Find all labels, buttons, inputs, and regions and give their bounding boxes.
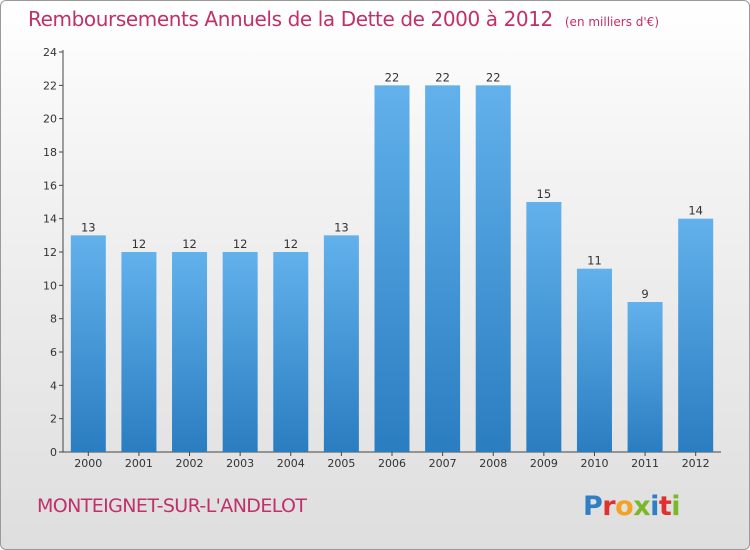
value-label-2002: 12 <box>182 237 197 251</box>
unit-label: (en milliers d'€) <box>564 15 659 29</box>
bar-2002 <box>172 252 208 452</box>
y-tick-label: 18 <box>43 146 57 159</box>
y-tick-label: 2 <box>50 413 57 426</box>
bar-2009 <box>526 202 562 452</box>
x-tick-label-2010: 2010 <box>580 457 608 470</box>
x-tick-label-2006: 2006 <box>378 457 406 470</box>
bar-2007 <box>425 85 461 452</box>
title-text: Remboursements Annuels de la Dette de 20… <box>28 7 553 31</box>
value-label-2000: 13 <box>81 220 96 234</box>
y-tick-label: 24 <box>43 46 57 59</box>
x-tick-label-2009: 2009 <box>530 457 558 470</box>
bar-2012 <box>678 218 714 452</box>
bar-2006 <box>374 85 410 452</box>
x-tick-label-2008: 2008 <box>479 457 507 470</box>
place-name: MONTEIGNET-SUR-L'ANDELOT <box>37 495 307 517</box>
chart-title: Remboursements Annuels de la Dette de 20… <box>28 7 659 31</box>
x-tick-label-2011: 2011 <box>631 457 659 470</box>
y-tick-label: 14 <box>43 213 57 226</box>
x-tick-label-2002: 2002 <box>176 457 204 470</box>
x-tick-label-2007: 2007 <box>429 457 457 470</box>
logo-letter: P <box>583 491 603 522</box>
x-tick-label-2003: 2003 <box>226 457 254 470</box>
bars <box>70 85 714 452</box>
logo-letter: x <box>633 491 651 522</box>
bar-2005 <box>323 235 359 452</box>
bar-2001 <box>121 252 157 452</box>
bar-2000 <box>70 235 106 452</box>
y-tick-label: 6 <box>50 346 57 359</box>
y-tick-label: 10 <box>43 279 57 292</box>
logo-letter: i <box>671 491 681 522</box>
bar-2003 <box>222 252 258 452</box>
value-label-2008: 22 <box>486 70 501 84</box>
logo-letter: i <box>650 491 659 522</box>
x-tick-label-2004: 2004 <box>277 457 305 470</box>
y-tick-label: 22 <box>43 79 57 92</box>
value-label-2012: 14 <box>688 204 703 218</box>
x-tick-label-2012: 2012 <box>682 457 710 470</box>
x-tick-label-2005: 2005 <box>327 457 355 470</box>
value-label-2004: 12 <box>283 237 298 251</box>
value-label-2005: 13 <box>334 220 349 234</box>
value-label-2007: 22 <box>435 70 450 84</box>
logo-letter: o <box>615 491 634 522</box>
y-tick-label: 4 <box>50 379 57 392</box>
y-tick-label: 16 <box>43 179 57 192</box>
bar-2010 <box>576 268 612 452</box>
logo-letter: t <box>658 491 672 522</box>
y-tick-label: 8 <box>50 313 57 326</box>
value-label-2010: 11 <box>587 254 602 268</box>
bar-2004 <box>273 252 309 452</box>
bar-2008 <box>475 85 511 452</box>
value-label-2001: 12 <box>132 237 147 251</box>
y-tick-label: 20 <box>43 113 57 126</box>
y-tick-label: 0 <box>50 446 57 459</box>
logo-letter: r <box>602 491 616 522</box>
labels: 13 2000 12 2001 12 2002 12 2003 12 2004 13 2005 22 20… <box>74 70 709 470</box>
value-label-2009: 15 <box>537 187 552 201</box>
proxiti-logo[interactable]: Proxiti <box>583 491 681 522</box>
value-label-2011: 9 <box>641 287 648 301</box>
y-tick-label: 12 <box>43 246 57 259</box>
x-tick-label-2001: 2001 <box>125 457 153 470</box>
x-tick-label-2000: 2000 <box>74 457 102 470</box>
value-label-2003: 12 <box>233 237 248 251</box>
bar-2011 <box>627 302 663 452</box>
value-label-2006: 22 <box>385 70 400 84</box>
